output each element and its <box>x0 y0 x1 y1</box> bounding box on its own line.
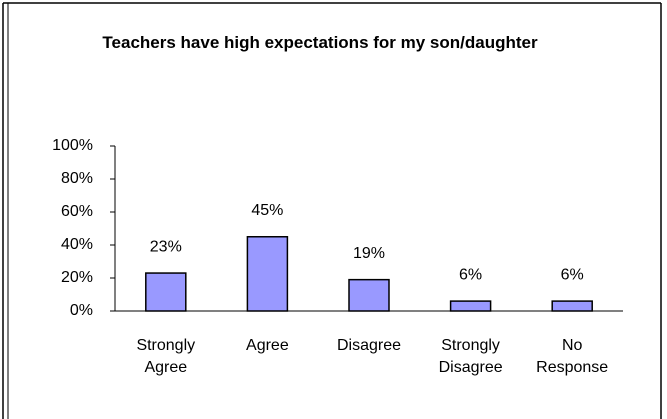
y-tick-label: 80% <box>61 170 93 187</box>
y-tick-label: 40% <box>61 236 93 253</box>
x-tick-label: Disagree <box>336 337 402 354</box>
y-tick-label: 60% <box>61 203 93 220</box>
x-tick-label: Strongly Agree <box>136 337 196 376</box>
chart-title: Teachers have high expectations for my s… <box>102 33 538 52</box>
bar <box>348 278 390 312</box>
value-label: 45% <box>251 202 283 219</box>
bar <box>145 272 187 312</box>
y-tick-label: 20% <box>61 269 93 286</box>
bar <box>246 236 289 312</box>
y-tick-label: 0% <box>70 302 93 319</box>
y-tick-label: 100% <box>52 137 93 154</box>
value-label: 6% <box>459 266 482 283</box>
x-tick-label: No Response <box>536 337 609 376</box>
value-label: 23% <box>150 238 182 255</box>
x-tick-label: Strongly Disagree <box>438 337 503 376</box>
value-label: 6% <box>561 266 584 283</box>
value-label: 19% <box>353 245 385 262</box>
bar <box>551 300 593 312</box>
bar <box>449 300 492 312</box>
x-tick-label: Agree <box>246 337 289 354</box>
